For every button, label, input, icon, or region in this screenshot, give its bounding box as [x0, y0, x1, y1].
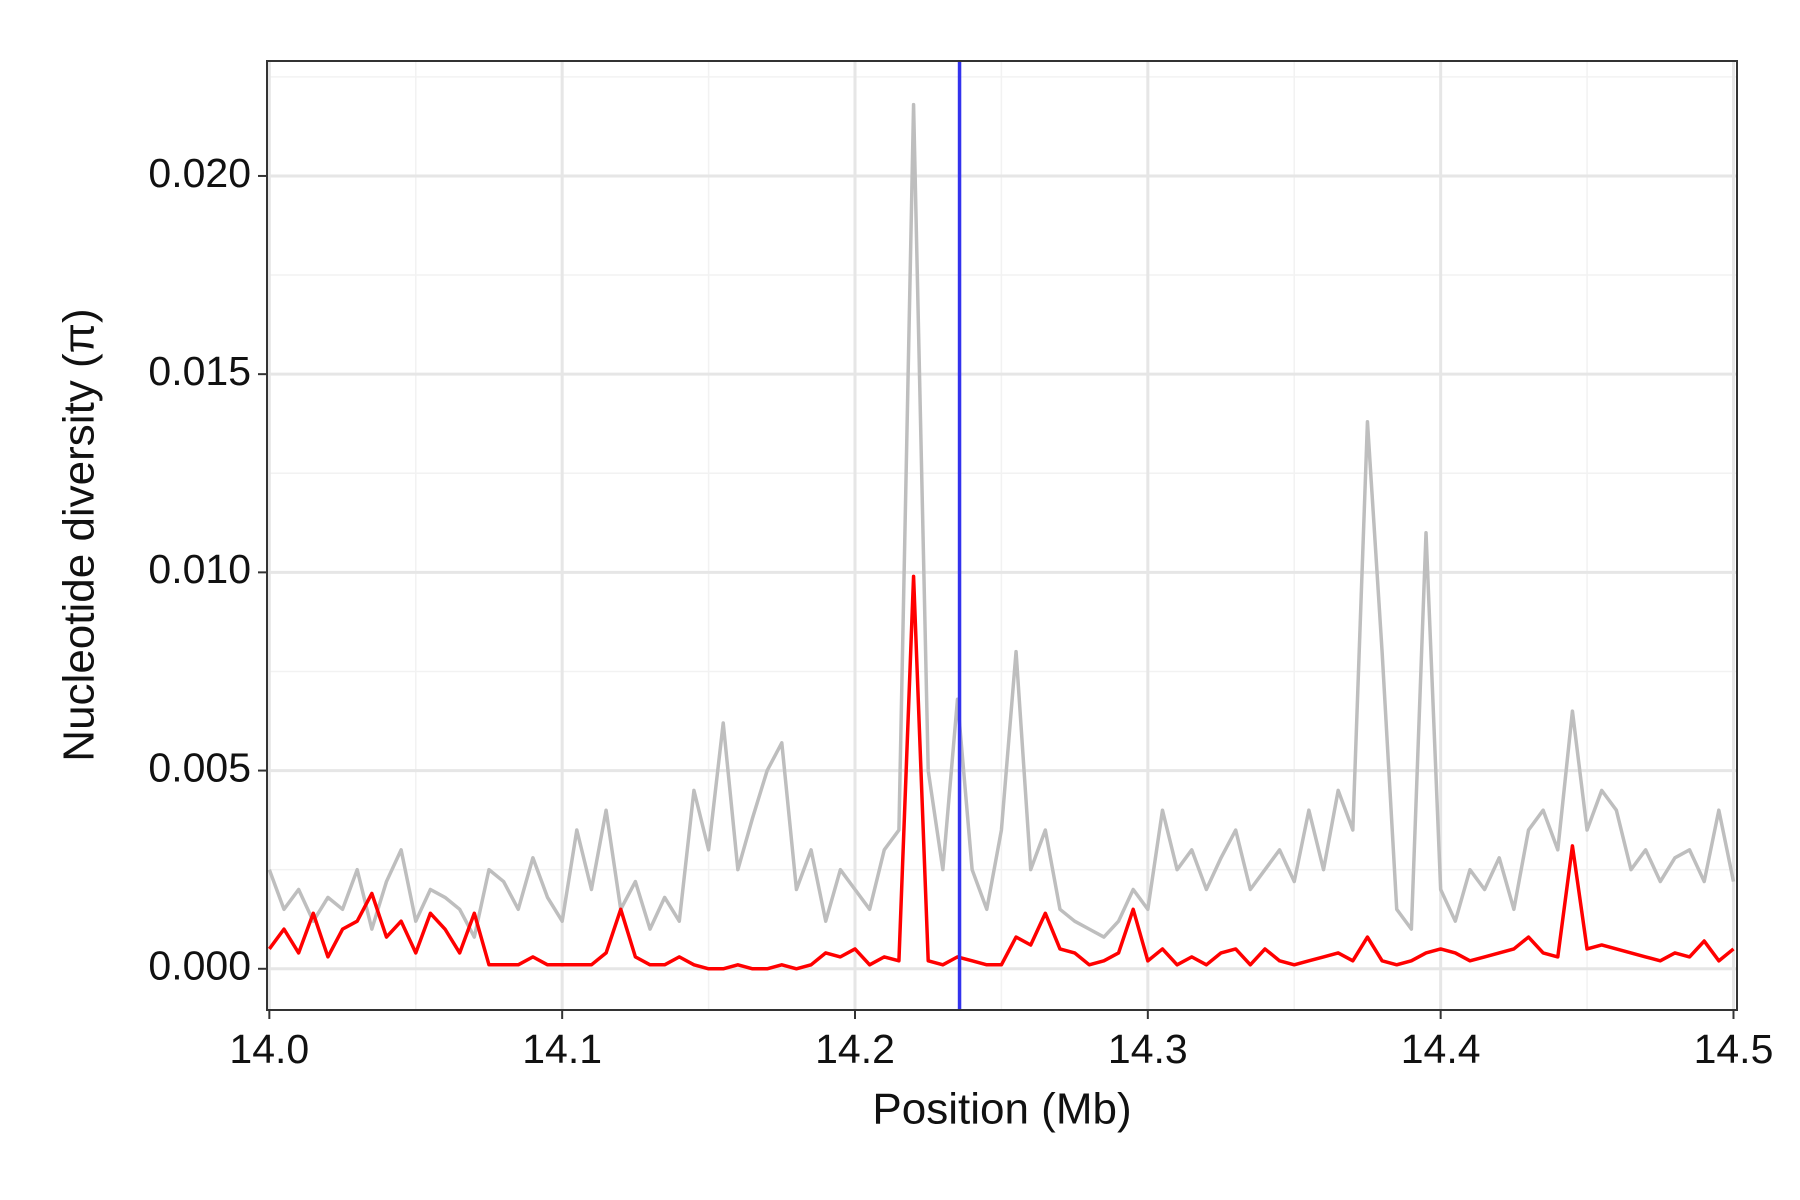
y-tick-label: 0.010 [148, 546, 251, 592]
x-tick-label: 14.0 [229, 1026, 309, 1072]
y-tick-label: 0.020 [148, 150, 251, 196]
series-line [267, 102, 1736, 939]
x-tick-label: 14.1 [522, 1026, 602, 1072]
x-tick-label: 14.5 [1694, 1026, 1774, 1072]
x-axis-title: Position (Mb) [872, 1085, 1131, 1134]
y-tick-label: 0.015 [148, 348, 251, 394]
x-tick-label: 14.3 [1108, 1026, 1188, 1072]
panel-border [266, 60, 1738, 1011]
y-tick-label: 0.005 [148, 744, 251, 790]
y-tick-label: 0.000 [148, 943, 251, 989]
x-tick-label: 14.2 [815, 1026, 895, 1072]
series-line [267, 574, 1735, 971]
x-tick-label: 14.4 [1401, 1026, 1481, 1072]
y-axis-title: Nucleotide diversity (π) [55, 308, 104, 761]
